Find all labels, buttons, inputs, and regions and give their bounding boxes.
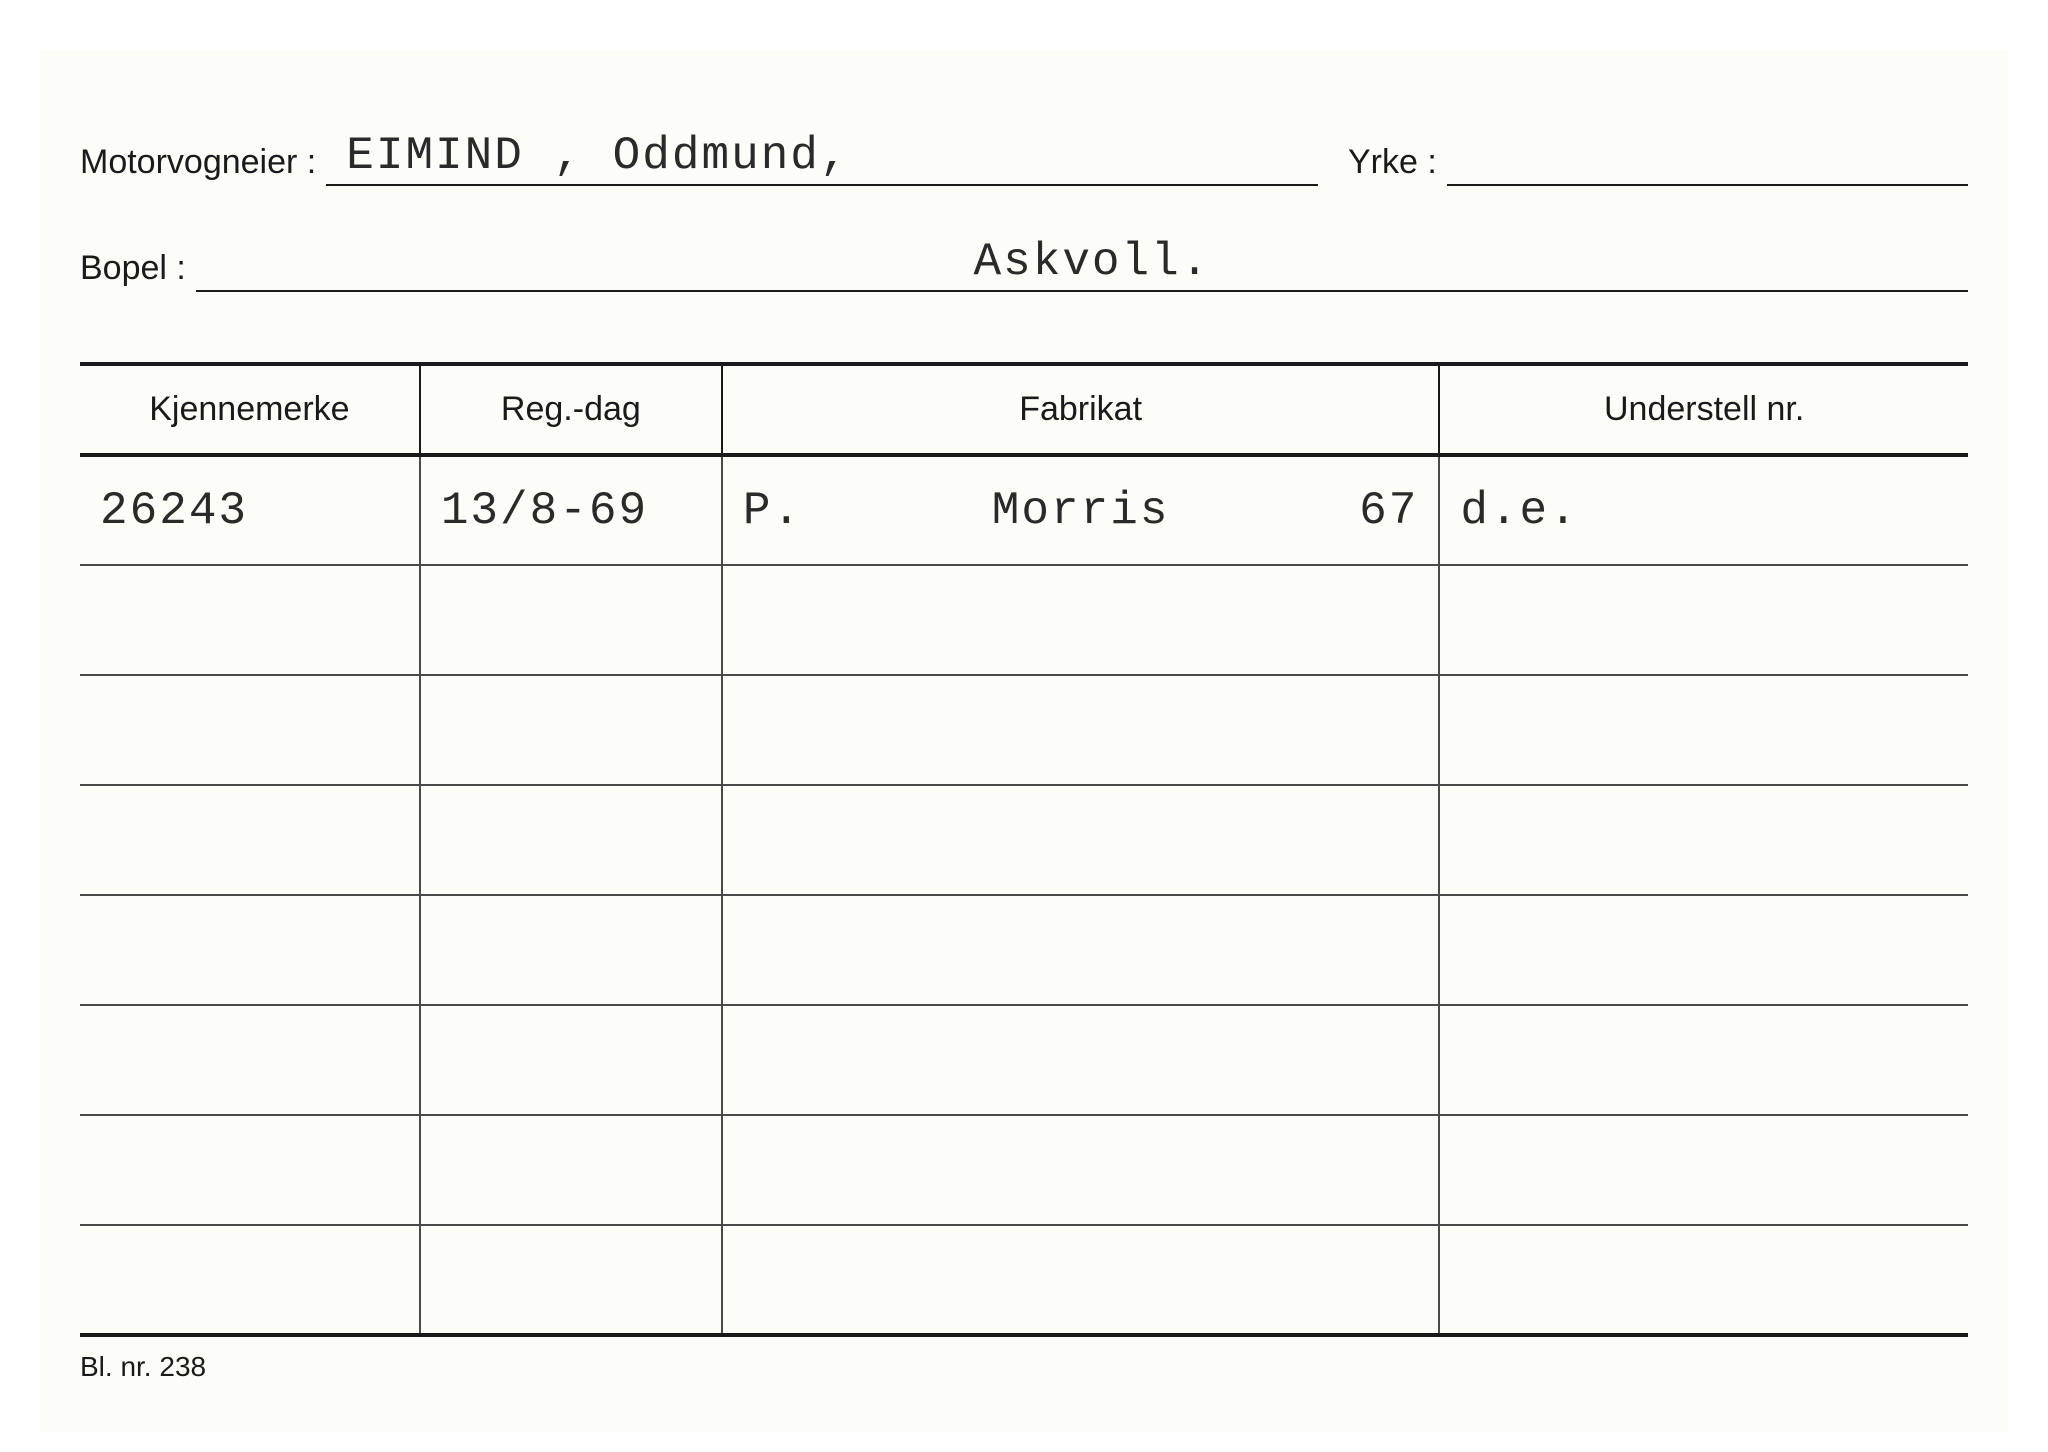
col-header-fabrikat: Fabrikat xyxy=(722,364,1439,455)
registration-card: Motorvogneier : EIMIND , Oddmund, Yrke :… xyxy=(40,50,2008,1432)
table-row xyxy=(80,1005,1968,1115)
owner-value: EIMIND , Oddmund, xyxy=(346,130,849,182)
vehicle-table-wrap: Kjennemerke Reg.-dag Fabrikat Understell… xyxy=(40,362,2008,1337)
header-fields: Motorvogneier : EIMIND , Oddmund, Yrke :… xyxy=(40,50,2008,362)
table-row xyxy=(80,1115,1968,1225)
col-header-understell: Understell nr. xyxy=(1439,364,1968,455)
regdag-value: 13/8-69 xyxy=(441,485,648,537)
residence-field: Bopel : Askvoll. xyxy=(80,236,1968,292)
table-row xyxy=(80,1225,1968,1335)
cell-understell: d.e. xyxy=(1439,455,1968,565)
col-header-regdag: Reg.-dag xyxy=(420,364,722,455)
col-header-kjennemerke: Kjennemerke xyxy=(80,364,420,455)
table-row xyxy=(80,565,1968,675)
owner-label: Motorvogneier : xyxy=(80,143,326,186)
vehicle-table: Kjennemerke Reg.-dag Fabrikat Understell… xyxy=(80,362,1968,1337)
fabrikat-prefix: P. xyxy=(743,485,802,537)
table-row xyxy=(80,785,1968,895)
kjennemerke-value: 26243 xyxy=(100,485,248,537)
cell-regdag: 13/8-69 xyxy=(420,455,722,565)
owner-value-line: EIMIND , Oddmund, xyxy=(326,130,1318,186)
table-row xyxy=(80,895,1968,1005)
residence-value: Askvoll. xyxy=(216,236,1968,288)
table-row: 26243 13/8-69 P. Morris 67 d.e. xyxy=(80,455,1968,565)
table-header-row: Kjennemerke Reg.-dag Fabrikat Understell… xyxy=(80,364,1968,455)
owner-field: Motorvogneier : EIMIND , Oddmund, xyxy=(80,130,1318,186)
residence-row: Bopel : Askvoll. xyxy=(80,236,1968,292)
cell-fabrikat: P. Morris 67 xyxy=(722,455,1439,565)
occupation-label: Yrke : xyxy=(1348,143,1447,186)
residence-label: Bopel : xyxy=(80,249,196,292)
occupation-field: Yrke : xyxy=(1348,136,1968,186)
top-field-row: Motorvogneier : EIMIND , Oddmund, Yrke : xyxy=(80,130,1968,186)
table-row xyxy=(80,675,1968,785)
fabrikat-name: Morris xyxy=(992,485,1170,537)
residence-value-line: Askvoll. xyxy=(196,236,1968,292)
cell-kjennemerke: 26243 xyxy=(80,455,420,565)
understell-value: d.e. xyxy=(1460,485,1578,537)
fabrikat-year: 67 xyxy=(1359,485,1418,537)
occupation-value-line xyxy=(1447,136,1968,186)
form-number: Bl. nr. 238 xyxy=(40,1337,2008,1383)
